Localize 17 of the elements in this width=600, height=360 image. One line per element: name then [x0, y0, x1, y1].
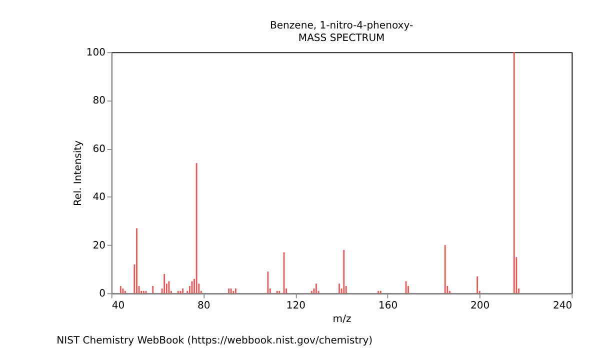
- y-tick-label: 20: [92, 240, 106, 252]
- y-tick-label: 40: [92, 192, 106, 204]
- text: NIST Chemistry WebBook (https://webbook.nist.gov/chemistry): [56, 336, 373, 347]
- x-tick-label: 40: [112, 300, 125, 312]
- y-axis-title: Rel. Intensity: [72, 140, 84, 206]
- chart-title: Benzene, 1-nitro-4-phenoxy-: [270, 20, 414, 32]
- chart-subtitle: MASS SPECTRUM: [298, 33, 385, 44]
- y-tick-label: 60: [92, 144, 106, 155]
- y-tick-label: 0: [99, 288, 106, 300]
- y-tick-label: 100: [86, 47, 106, 58]
- x-axis-title: m/z: [332, 314, 352, 326]
- x-tick-label: 80: [198, 300, 210, 312]
- y-tick-label: 80: [92, 96, 106, 107]
- x-tick-label: 200: [470, 300, 490, 312]
- x-tick-label: 120: [286, 300, 306, 312]
- x-tick-label: 160: [378, 300, 398, 312]
- x-tick-label: 240: [552, 300, 572, 312]
